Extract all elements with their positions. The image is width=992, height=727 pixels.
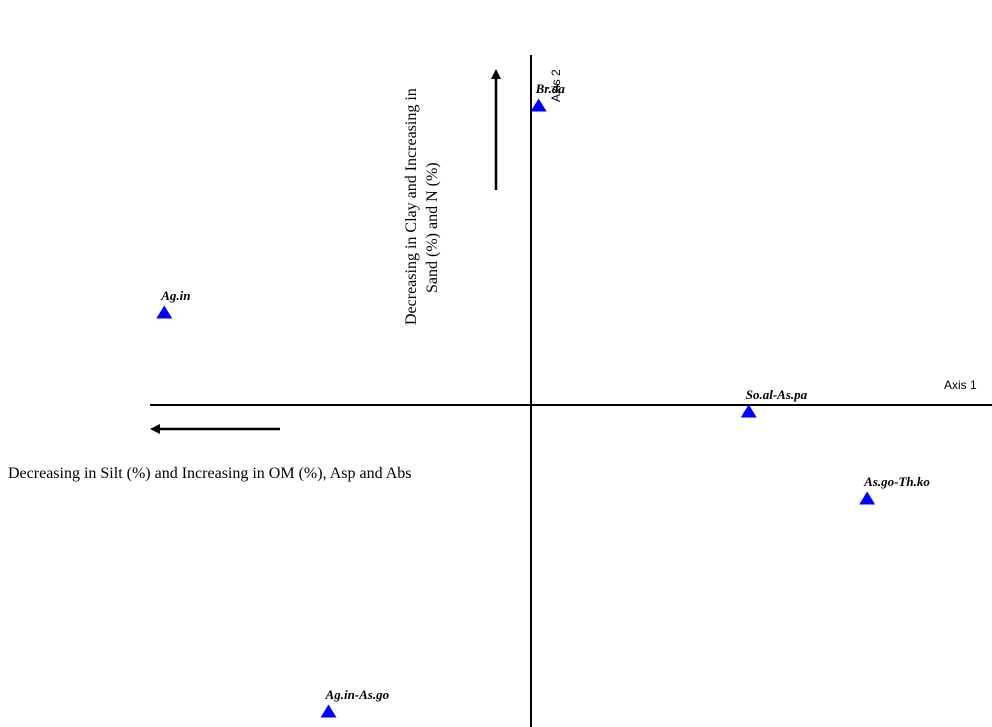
axis-1-description: Decreasing in Silt (%) and Increasing in… (8, 465, 411, 482)
points-layer: Br.da Ag.in So.al-As.pa As.go-Th.ko Ag.in-As… (156, 81, 930, 718)
triangle-marker (156, 305, 173, 319)
axis-2-description-line-2: Sand (%) and N (%) (424, 162, 441, 293)
point-label: So.al-As.pa (746, 387, 808, 402)
point-label: As.go-Th.ko (863, 474, 930, 489)
data-point: Ag.in-As.go (320, 687, 390, 718)
axis-2-label: Axis 2 (549, 69, 563, 102)
data-point: Br.da (530, 81, 566, 112)
axis-2-description-line-1: Decreasing in Clay and Increasing in (403, 88, 420, 325)
data-point: So.al-As.pa (740, 387, 808, 418)
data-point: Ag.in (156, 288, 191, 319)
data-point: As.go-Th.ko (859, 474, 930, 505)
point-label: Ag.in (160, 288, 190, 303)
axis-1-label: Axis 1 (944, 378, 977, 392)
triangle-marker (320, 704, 337, 718)
point-label: Br.da (535, 81, 566, 96)
triangle-marker (859, 491, 876, 505)
axis-2-description: Decreasing in Clay and Increasing in San… (403, 88, 441, 325)
triangle-marker (530, 98, 547, 112)
point-label: Ag.in-As.go (325, 687, 390, 702)
triangle-marker (740, 404, 757, 418)
